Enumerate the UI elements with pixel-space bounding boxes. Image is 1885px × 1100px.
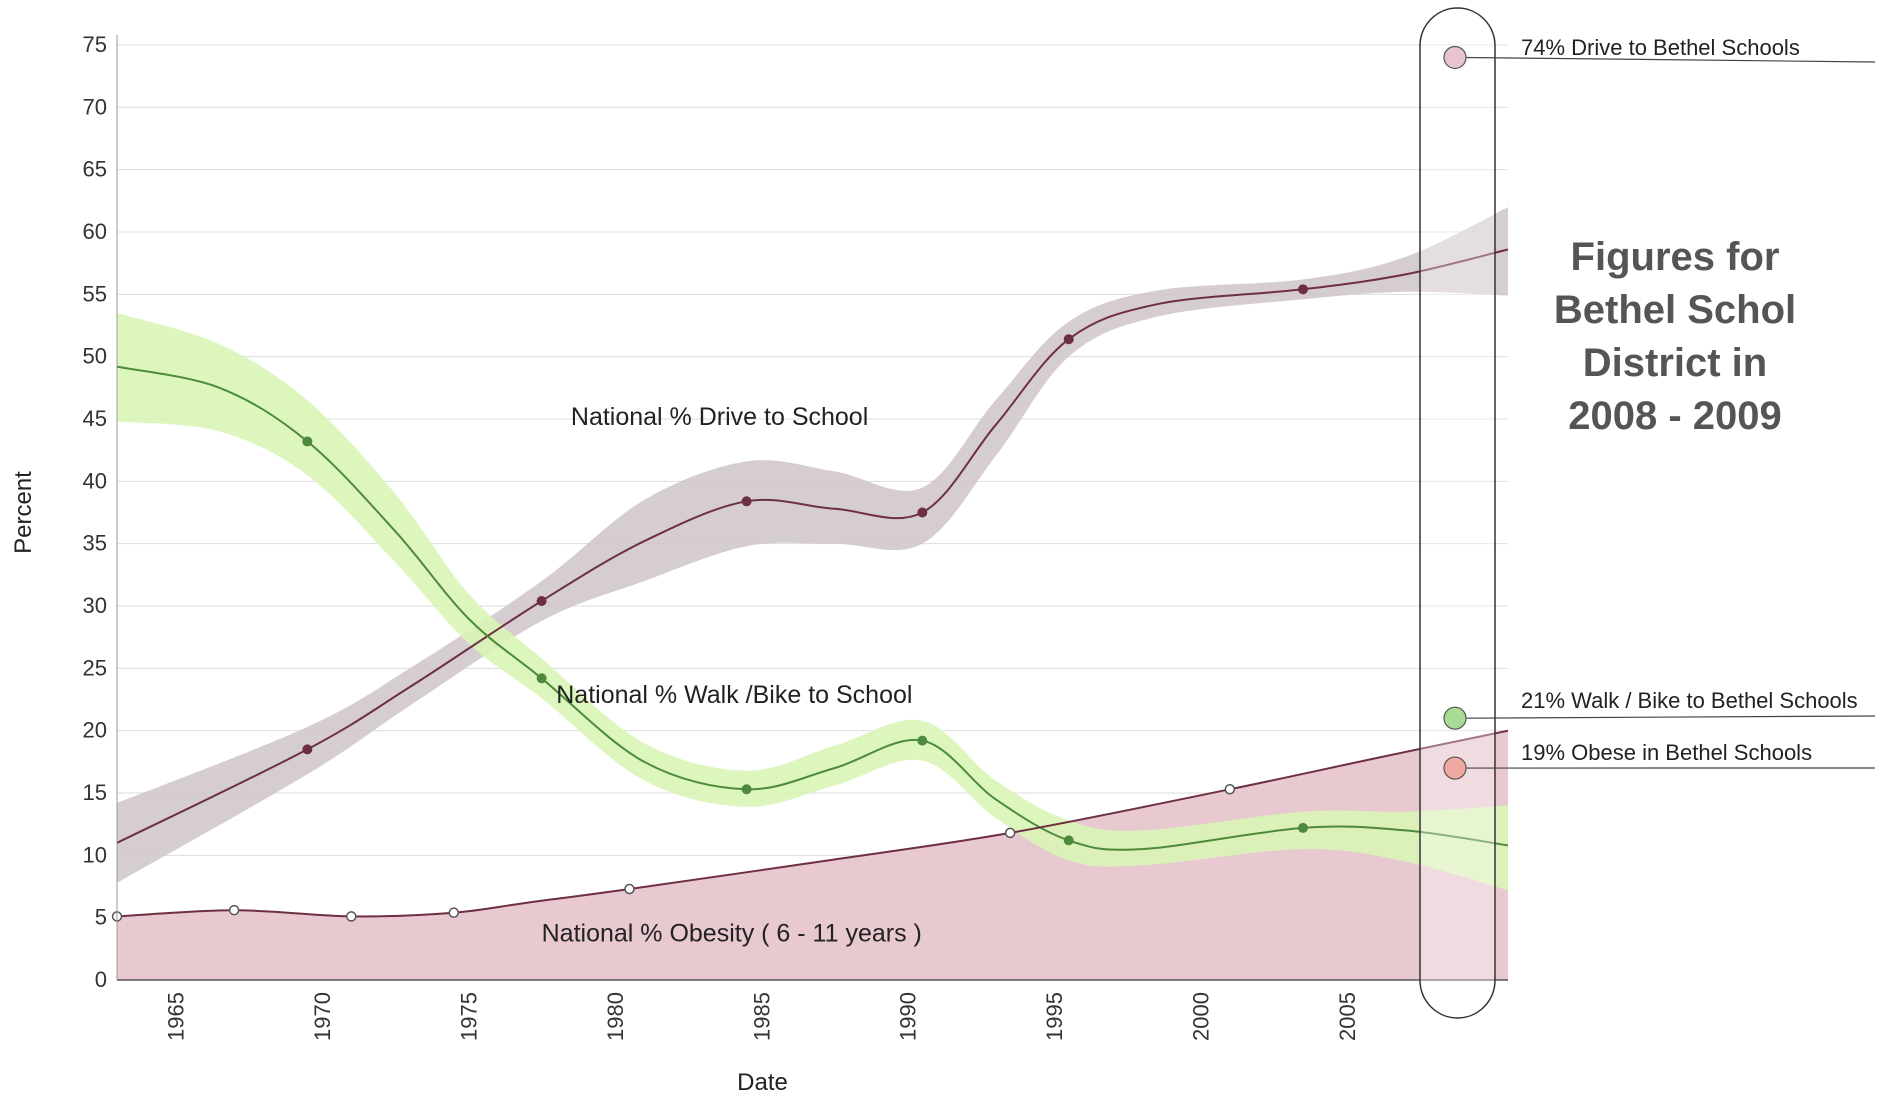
y-tick-label: 75 (83, 32, 107, 57)
x-tick-label: 2000 (1189, 992, 1214, 1041)
walk-data-point (1298, 822, 1309, 833)
x-tick-label: 2005 (1335, 992, 1360, 1041)
series-points (111, 284, 1309, 922)
drive-data-point (917, 507, 928, 518)
y-tick-label: 40 (83, 468, 107, 493)
x-tick-label: 1965 (164, 992, 189, 1041)
bethel-data-point (1443, 756, 1467, 780)
walk-series-line (116, 365, 1509, 851)
y-tick-label: 20 (83, 718, 107, 743)
x-tick-label: 1980 (603, 992, 628, 1041)
y-tick-label: 70 (83, 94, 107, 119)
bethel-callouts: 74% Drive to Bethel Schools 21% Walk / Bi… (1419, 7, 1876, 1019)
y-tick-label: 50 (83, 344, 107, 369)
y-tick-label: 65 (83, 157, 107, 182)
x-tick-label: 1990 (896, 992, 921, 1041)
walk-data-point (536, 673, 547, 684)
drive-data-point (741, 496, 752, 507)
drive-series-label: National % Drive to School (571, 403, 868, 431)
side-title-line: 2008 - 2009 (1568, 394, 1782, 438)
x-axis-title: Date (737, 1069, 788, 1096)
obesity-data-point (624, 883, 635, 895)
callout-label: 19% Obese in Bethel Schools (1521, 740, 1812, 765)
y-axis-title: Percent (10, 471, 37, 554)
drive-data-point (302, 744, 313, 755)
y-tick-label: 0 (95, 967, 107, 992)
y-tick-label: 60 (83, 219, 107, 244)
drive-data-point (1298, 284, 1309, 295)
side-title-line: Bethel Schol (1554, 288, 1796, 332)
walk-data-point (1063, 835, 1074, 846)
callout-label: 21% Walk / Bike to Bethel Schools (1521, 688, 1858, 713)
x-tick-label: 1975 (456, 992, 481, 1041)
drive-confidence-band (117, 207, 1508, 883)
labels: National % Drive to School National % Wal… (542, 235, 1797, 947)
callout-label: 74% Drive to Bethel Schools (1521, 35, 1800, 60)
y-tick-label: 15 (83, 780, 107, 805)
bethel-highlight-capsule (1419, 7, 1496, 1019)
axes: 0 5 10 15 20 25 30 35 40 45 50 55 60 65 70 75 1965 1970 19… (10, 32, 1508, 1096)
obesity-series-line (116, 729, 1509, 918)
walk-data-point (917, 735, 928, 746)
obesity-data-point (1224, 784, 1236, 795)
obesity-area (117, 730, 1508, 980)
callout-leader-line (1464, 56, 1876, 63)
drive-data-point (1063, 334, 1074, 345)
walk-data-point (302, 436, 313, 447)
bethel-data-point (1443, 706, 1467, 730)
obesity-area-layer (117, 730, 1508, 980)
y-tick-label: 5 (95, 905, 107, 930)
x-tick-label: 1995 (1042, 992, 1067, 1041)
callout-leader-line (1464, 715, 1876, 719)
y-tick-label: 10 (83, 842, 107, 867)
series-lines (116, 248, 1509, 918)
drive-series-line (116, 248, 1509, 844)
obesity-series-label: National % Obesity ( 6 - 11 years ) (542, 919, 922, 947)
side-title-line: Figures for (1571, 235, 1780, 279)
grid (117, 44, 1508, 981)
y-tick-label: 45 (83, 406, 107, 431)
y-tick-label: 35 (83, 531, 107, 556)
bethel-data-point (1443, 45, 1467, 70)
x-tick-label: 1985 (749, 992, 774, 1041)
y-tick-label: 25 (83, 655, 107, 680)
obesity-data-point (448, 907, 460, 918)
walk-data-point (741, 784, 752, 795)
obesity-data-point (1004, 827, 1016, 839)
y-tick-label: 30 (83, 593, 107, 618)
y-tick-label: 55 (83, 281, 107, 306)
drive-data-point (536, 596, 547, 607)
obesity-data-point (346, 911, 357, 922)
walk-series-label: National % Walk /Bike to School (556, 681, 912, 709)
x-tick-label: 1970 (310, 992, 335, 1041)
side-title-line: District in (1583, 341, 1767, 385)
obesity-data-point (228, 904, 240, 916)
